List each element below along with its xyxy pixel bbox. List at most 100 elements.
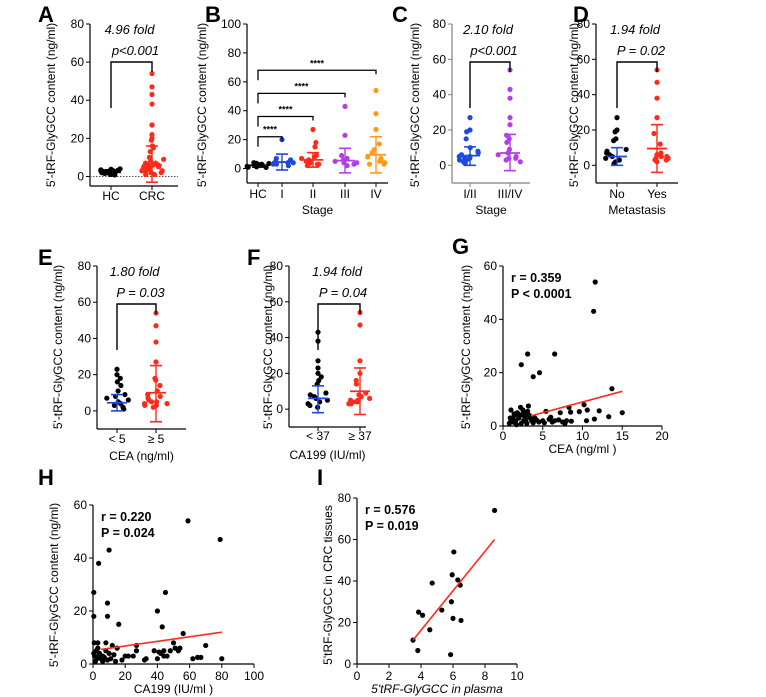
data-point [351, 161, 357, 167]
significance-stars: **** [310, 58, 325, 68]
data-point [307, 392, 313, 398]
data-point [153, 323, 159, 329]
group-1 [270, 137, 296, 171]
data-point [106, 547, 112, 553]
data-point [130, 653, 136, 659]
data-point [148, 399, 155, 405]
data-point [170, 640, 177, 646]
data-point [591, 416, 598, 422]
data-point [91, 650, 97, 657]
y-tick-label: 20 [78, 368, 92, 382]
y-tick-label: 40 [71, 93, 85, 107]
x-tick-label: III/IV [498, 187, 523, 201]
data-point [353, 381, 360, 387]
x-tick-label: 100 [244, 669, 264, 683]
x-tick-label: 60 [183, 669, 197, 683]
data-point [161, 653, 167, 659]
data-point [114, 379, 120, 385]
data-point [159, 624, 165, 630]
data-point [310, 126, 316, 133]
data-point [556, 417, 562, 423]
data-point [367, 395, 373, 401]
group-0 [456, 115, 481, 167]
data-point [663, 157, 669, 163]
data-point [507, 95, 513, 101]
y-axis-label: 5'-tRF-GlyGCC content (ng/ml) [261, 265, 275, 429]
group-0 [104, 366, 131, 412]
x-tick-label: < 37 [306, 429, 330, 443]
data-point [198, 654, 204, 660]
data-point [117, 375, 123, 381]
group-1 [495, 67, 523, 172]
data-point [161, 156, 167, 162]
x-tick-label: 40 [151, 669, 165, 683]
data-point [513, 155, 519, 161]
data-point [562, 420, 568, 426]
data-point [596, 408, 602, 414]
data-point [427, 627, 433, 633]
y-tick-label: 0 [344, 657, 351, 671]
data-point [366, 161, 373, 167]
data-point [158, 170, 164, 176]
data-point [524, 420, 530, 426]
data-point [507, 86, 513, 92]
y-tick-label: 0 [77, 169, 84, 183]
x-tick-label: II [310, 187, 317, 201]
comparison-bracket [257, 115, 314, 127]
comparison-bracket [257, 92, 346, 104]
group-3 [332, 103, 360, 174]
significance-bracket [616, 61, 658, 108]
correlation-r: r = 0.359 [511, 271, 561, 285]
data-point [344, 163, 350, 169]
data-point [149, 84, 155, 90]
data-point [316, 161, 322, 167]
x-tick-label: 2 [386, 669, 393, 683]
y-tick-label: 0 [84, 404, 91, 418]
x-tick-label: ≥ 37 [348, 429, 372, 443]
fold-change: 2.10 fold [462, 22, 514, 37]
data-point [162, 589, 169, 596]
data-point [164, 401, 170, 407]
data-point [458, 617, 464, 624]
group-2 [298, 126, 323, 169]
data-point [348, 401, 354, 407]
data-point [157, 393, 163, 399]
data-point [592, 279, 598, 285]
x-tick-label: I/II [463, 187, 476, 201]
correlation-r: r = 0.576 [365, 503, 415, 517]
data-point [153, 359, 159, 365]
data-point [415, 647, 421, 654]
fold-change: 4.96 fold [105, 22, 156, 37]
data-point [103, 640, 109, 646]
data-point [148, 137, 154, 143]
panel-i: I 0 20 40 60 805'tRF-GlyGCC in CRC tissues 0 2 4… [317, 465, 524, 696]
y-tick-label: 60 [338, 533, 352, 547]
data-point [530, 374, 536, 380]
data-point [517, 159, 523, 165]
data-point [149, 70, 155, 77]
data-point [450, 615, 456, 621]
panel-letter: C [392, 2, 408, 27]
y-tick-label: 60 [270, 295, 284, 309]
data-point [154, 608, 160, 614]
data-point [449, 572, 455, 578]
p-value: p<0.001 [111, 43, 159, 58]
y-tick-label: 80 [228, 46, 242, 60]
data-point [357, 358, 363, 364]
group-1 [647, 67, 671, 174]
y-tick-label: 80 [71, 17, 85, 31]
x-tick-label: 0 [90, 669, 97, 683]
data-point [167, 648, 173, 654]
regression-line [412, 538, 496, 641]
data-point [567, 409, 574, 415]
y-axis-label: 5'-tRF-GlyGCC content (ng/ml) [459, 265, 473, 429]
x-axis-label: Stage [302, 203, 334, 217]
comparison-bracket [257, 136, 283, 147]
data-point [285, 163, 291, 169]
panel-g: G 0 20 40 60 5'-tRF-GlyGCC content (ng/ml) 0 5 1… [452, 234, 669, 456]
data-point [125, 397, 131, 403]
data-point [122, 391, 128, 398]
panel-f: F 0 20 40 60 805'-tRF-GlyGCC content (ng/ml) <… [247, 245, 373, 462]
data-point [315, 370, 321, 376]
data-point [429, 580, 435, 586]
